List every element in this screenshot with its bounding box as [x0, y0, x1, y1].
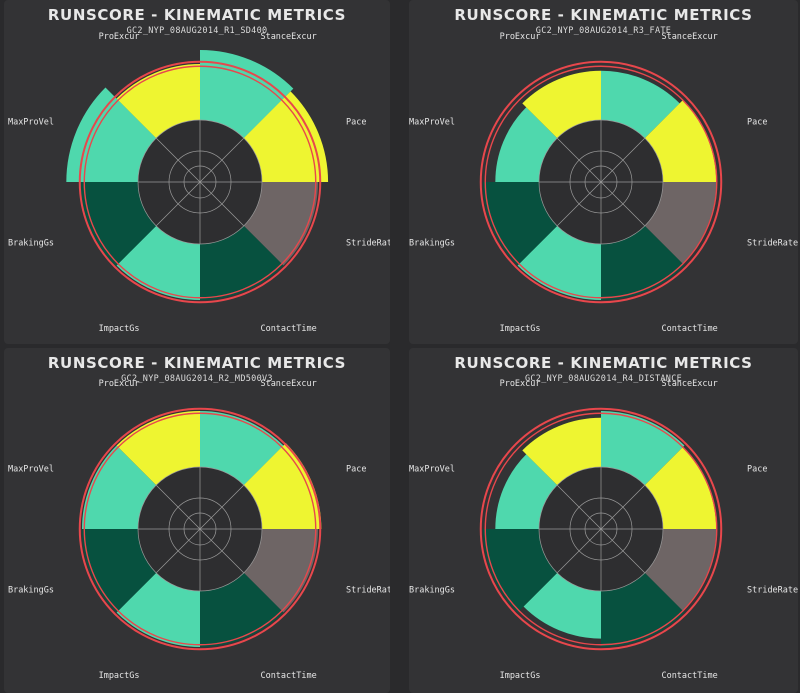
reference-ring: [479, 407, 723, 651]
category-label-pace: Pace: [346, 465, 366, 475]
bar-stanceexcur: [200, 411, 284, 486]
category-label-contacttime: ContactTime: [661, 324, 717, 334]
category-label-impactgs: ImpactGs: [500, 324, 541, 334]
reference-ring: [78, 407, 322, 651]
category-label-impactgs: ImpactGs: [99, 671, 140, 681]
reference-ring-inner: [484, 412, 718, 646]
category-label-stanceexcur: StanceExcur: [260, 379, 316, 389]
category-label-contacttime: ContactTime: [260, 671, 316, 681]
chart-title: RUNSCORE - KINEMATIC METRICS: [454, 6, 753, 24]
bar-pace: [243, 445, 318, 529]
category-label-maxprovel: MaxProVel: [8, 465, 54, 475]
category-label-brakinggs: BrakingGs: [409, 238, 455, 248]
category-label-proexcur: ProExcur: [500, 32, 541, 42]
category-label-brakinggs: BrakingGs: [8, 238, 54, 248]
category-label-brakinggs: BrakingGs: [8, 585, 54, 595]
category-label-striderate: StrideRate: [346, 238, 390, 248]
radial-chart: StanceExcur Pace StrideRate ContactTime Impa…: [8, 32, 390, 334]
chart-title: RUNSCORE - KINEMATIC METRICS: [47, 6, 347, 24]
category-label-pace: Pace: [747, 465, 767, 475]
chart-subtitle: GC2_NYP_08AUG2014_R3_FATE: [535, 26, 672, 36]
bar-pace: [644, 447, 717, 529]
category-label-proexcur: ProExcur: [99, 379, 140, 389]
grid-spoke: [556, 484, 646, 574]
category-label-striderate: StrideRate: [747, 585, 798, 595]
category-label-maxprovel: MaxProVel: [409, 118, 455, 128]
category-label-brakinggs: BrakingGs: [409, 585, 455, 595]
reference-ring: [78, 60, 322, 304]
bar-impactgs: [116, 572, 200, 647]
bar-contacttime: [200, 225, 284, 300]
bar-impactgs: [116, 225, 200, 300]
bar-pace: [243, 98, 318, 182]
bar-striderate: [243, 529, 318, 613]
category-label-contacttime: ContactTime: [260, 324, 316, 334]
category-label-stanceexcur: StanceExcur: [260, 32, 316, 42]
category-label-impactgs: ImpactGs: [500, 671, 541, 681]
bar-stanceexcur: [200, 64, 284, 139]
grid-spoke: [155, 137, 245, 227]
category-label-impactgs: ImpactGs: [99, 324, 140, 334]
radial-chart: StanceExcur Pace StrideRate ContactTime Impa…: [409, 379, 798, 681]
category-label-proexcur: ProExcur: [99, 32, 140, 42]
reference-ring-inner: [83, 412, 317, 646]
bar-contacttime: [601, 225, 685, 300]
radial-chart: StanceExcur Pace StrideRate ContactTime Impa…: [409, 32, 798, 334]
chart-panel-4: RUNSCORE - KINEMATIC METRICS GC2_NYP_08A…: [409, 348, 798, 693]
category-label-stanceexcur: StanceExcur: [661, 32, 717, 42]
bar-striderate: [644, 182, 717, 264]
category-label-striderate: StrideRate: [747, 238, 798, 248]
bar-brakinggs: [483, 182, 558, 266]
chart-panel-2: RUNSCORE - KINEMATIC METRICS GC2_NYP_08A…: [409, 0, 798, 344]
reference-ring-inner: [83, 65, 317, 299]
chart-title: RUNSCORE - KINEMATIC METRICS: [47, 354, 347, 372]
bar-contacttime: [200, 572, 284, 647]
bar-striderate: [243, 182, 318, 266]
bar-contacttime: [601, 572, 685, 647]
bar-proexcur: [116, 411, 200, 486]
reference-ring: [479, 60, 723, 304]
category-label-proexcur: ProExcur: [500, 379, 541, 389]
bar-proexcur: [116, 64, 200, 139]
bar-proexcur: [522, 70, 601, 139]
chart-subtitle: GC2_NYP_08AUG2014_R1_SD400: [126, 26, 268, 36]
chart-panel-3: RUNSCORE - KINEMATIC METRICS GC2_NYP_08A…: [4, 348, 390, 693]
category-label-pace: Pace: [346, 118, 366, 128]
bar-brakinggs: [483, 529, 558, 613]
category-label-contacttime: ContactTime: [661, 671, 717, 681]
category-label-maxprovel: MaxProVel: [409, 465, 455, 475]
grid-spoke: [556, 137, 646, 227]
category-label-maxprovel: MaxProVel: [8, 118, 54, 128]
bar-brakinggs: [82, 182, 157, 266]
bar-impactgs: [523, 572, 601, 639]
category-label-striderate: StrideRate: [346, 585, 390, 595]
bar-maxprovel: [82, 98, 157, 182]
bar-striderate: [644, 529, 717, 611]
bar-brakinggs: [82, 529, 157, 613]
radial-chart: StanceExcur Pace StrideRate ContactTime Impa…: [8, 379, 390, 681]
bar-stanceexcur: [601, 411, 685, 486]
bar-pace: [644, 100, 717, 182]
grid-spoke: [155, 484, 245, 574]
category-label-stanceexcur: StanceExcur: [661, 379, 717, 389]
bar-proexcur: [522, 417, 601, 486]
bar-impactgs: [517, 225, 601, 300]
chart-subtitle: GC2_NYP_08AUG2014_R2_MD500V3: [121, 374, 273, 384]
chart-panel-1: RUNSCORE - KINEMATIC METRICS GC2_NYP_08A…: [4, 0, 390, 344]
bar-maxprovel: [82, 445, 157, 529]
bar-stanceexcur: [601, 70, 680, 139]
chart-title: RUNSCORE - KINEMATIC METRICS: [454, 354, 753, 372]
chart-subtitle: GC2_NYP_08AUG2014_R4_DISTANCE: [524, 374, 683, 384]
reference-ring-inner: [484, 65, 718, 299]
category-label-pace: Pace: [747, 118, 767, 128]
